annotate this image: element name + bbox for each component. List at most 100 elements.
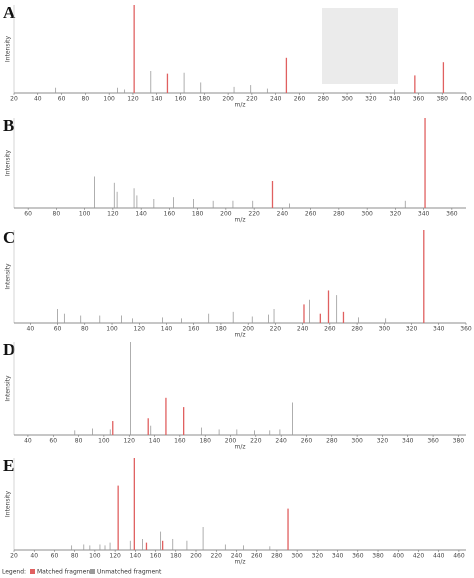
legend-title: Legend: — [2, 569, 26, 576]
x-tick-label: 260 — [324, 326, 336, 333]
x-tick-label: 100 — [103, 96, 115, 103]
x-axis-label: m/z — [234, 559, 245, 566]
x-tick-label: 260 — [301, 438, 313, 445]
x-tick-label: 20 — [10, 553, 18, 560]
x-tick-label: 120 — [134, 326, 146, 333]
x-axis-label: m/z — [234, 444, 245, 451]
x-tick-label: 240 — [231, 553, 243, 560]
panel-letter: E — [3, 456, 14, 475]
x-tick-label: 460 — [453, 553, 465, 560]
x-tick-label: 140 — [149, 438, 161, 445]
legend-label: Unmatched fragment — [97, 569, 162, 576]
x-tick-label: 300 — [341, 96, 353, 103]
x-tick-label: 360 — [413, 96, 425, 103]
x-tick-label: 40 — [24, 438, 32, 445]
y-axis-label: Intensity — [5, 35, 12, 62]
x-tick-label: 240 — [275, 438, 287, 445]
x-tick-label: 200 — [190, 553, 202, 560]
x-tick-label: 180 — [199, 96, 211, 103]
x-tick-label: 180 — [199, 438, 211, 445]
x-tick-label: 400 — [393, 553, 405, 560]
x-tick-label: 100 — [89, 553, 101, 560]
x-axis-label: m/z — [234, 332, 245, 339]
y-axis-label: Intensity — [5, 375, 12, 402]
x-tick-label: 200 — [242, 326, 254, 333]
x-tick-label: 400 — [460, 96, 472, 103]
x-tick-label: 160 — [174, 438, 186, 445]
legend-label: Matched fragment — [37, 569, 93, 576]
x-tick-label: 320 — [406, 326, 418, 333]
x-tick-label: 440 — [433, 553, 445, 560]
x-tick-label: 180 — [170, 553, 182, 560]
x-tick-label: 380 — [453, 438, 465, 445]
x-tick-label: 40 — [34, 96, 42, 103]
x-tick-label: 320 — [390, 211, 402, 218]
x-tick-label: 60 — [54, 326, 62, 333]
x-tick-label: 340 — [332, 553, 344, 560]
x-tick-label: 40 — [30, 553, 38, 560]
x-tick-label: 120 — [109, 553, 121, 560]
x-tick-label: 280 — [318, 96, 330, 103]
x-tick-label: 280 — [271, 553, 283, 560]
y-axis-label: Intensity — [5, 490, 12, 517]
x-tick-label: 220 — [248, 211, 260, 218]
x-tick-label: 340 — [402, 438, 414, 445]
x-tick-label: 120 — [123, 438, 135, 445]
x-tick-label: 240 — [297, 326, 309, 333]
x-tick-label: 120 — [127, 96, 139, 103]
x-axis-label: m/z — [234, 217, 245, 224]
x-tick-label: 260 — [294, 96, 306, 103]
x-tick-label: 240 — [270, 96, 282, 103]
x-tick-label: 260 — [305, 211, 317, 218]
x-tick-label: 100 — [98, 438, 110, 445]
x-tick-label: 160 — [175, 96, 187, 103]
x-tick-label: 180 — [215, 326, 227, 333]
x-tick-label: 260 — [251, 553, 263, 560]
legend-swatch — [90, 569, 95, 574]
y-axis-label: Intensity — [5, 149, 12, 176]
x-tick-label: 420 — [413, 553, 425, 560]
x-tick-label: 60 — [24, 211, 32, 218]
x-tick-label: 300 — [379, 326, 391, 333]
x-tick-label: 360 — [352, 553, 364, 560]
x-tick-label: 140 — [151, 96, 163, 103]
x-tick-label: 200 — [225, 438, 237, 445]
x-tick-label: 120 — [107, 211, 119, 218]
x-tick-label: 300 — [361, 211, 373, 218]
x-tick-label: 160 — [164, 211, 176, 218]
panel-letter: D — [3, 340, 15, 359]
x-tick-label: 60 — [51, 553, 59, 560]
x-tick-label: 80 — [75, 438, 83, 445]
x-tick-label: 200 — [220, 211, 232, 218]
x-tick-label: 380 — [436, 96, 448, 103]
x-tick-label: 360 — [427, 438, 439, 445]
panel-letter: A — [3, 3, 16, 22]
panel-letter: B — [3, 116, 14, 135]
x-tick-label: 80 — [82, 96, 90, 103]
x-tick-label: 220 — [250, 438, 262, 445]
x-tick-label: 340 — [433, 326, 445, 333]
x-tick-label: 80 — [53, 211, 61, 218]
x-tick-label: 80 — [71, 553, 79, 560]
x-tick-label: 280 — [351, 326, 363, 333]
x-tick-label: 80 — [81, 326, 89, 333]
x-tick-label: 60 — [58, 96, 66, 103]
x-tick-label: 220 — [270, 326, 282, 333]
x-tick-label: 320 — [312, 553, 324, 560]
x-tick-label: 380 — [372, 553, 384, 560]
x-tick-label: 280 — [326, 438, 338, 445]
y-axis-label: Intensity — [5, 263, 12, 290]
x-tick-label: 60 — [49, 438, 57, 445]
x-tick-label: 220 — [246, 96, 258, 103]
structure-box — [322, 8, 398, 84]
x-tick-label: 180 — [192, 211, 204, 218]
x-tick-label: 200 — [222, 96, 234, 103]
x-tick-label: 160 — [188, 326, 200, 333]
x-tick-label: 320 — [377, 438, 389, 445]
panel-letter: C — [3, 228, 15, 247]
x-tick-label: 100 — [106, 326, 118, 333]
x-tick-label: 360 — [446, 211, 458, 218]
x-tick-label: 340 — [389, 96, 401, 103]
legend-swatch — [30, 569, 35, 574]
